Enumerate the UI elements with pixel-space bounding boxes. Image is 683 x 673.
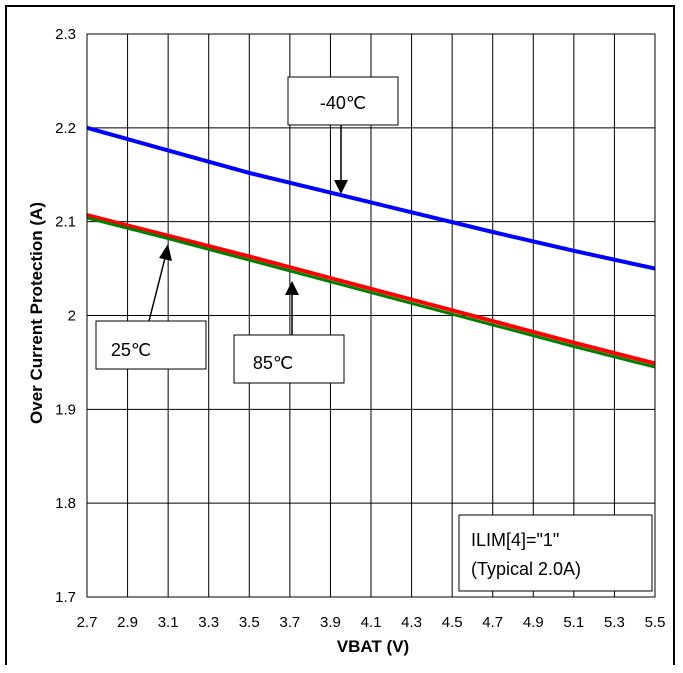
callout-label: 25℃ [111, 340, 151, 360]
callout-box [287, 76, 399, 126]
x-tick-label: 3.1 [158, 614, 179, 631]
callout-25: 25℃ [95, 244, 207, 370]
callout-arrow-head [159, 244, 172, 261]
y-tick-label: 2.3 [55, 26, 76, 43]
x-tick-label: 5.3 [604, 614, 625, 631]
x-tick-label: 3.5 [239, 614, 260, 631]
x-tick-label: 3.7 [279, 614, 300, 631]
x-tick-label: 4.5 [442, 614, 463, 631]
y-tick-label: 2.2 [55, 120, 76, 137]
y-tick-label: 2.1 [55, 214, 76, 231]
plot-border [86, 33, 656, 598]
chart-frame [5, 5, 675, 665]
x-tick-label: 5.5 [645, 614, 666, 631]
x-tick-label: 2.7 [77, 614, 98, 631]
note-line-1: ILIM[4]="1" [471, 530, 559, 550]
series-layer [86, 125, 656, 369]
callout-box [95, 320, 207, 370]
x-axis-title: VBAT (V) [337, 637, 409, 656]
x-tick-label: 4.9 [523, 614, 544, 631]
y-tick-label: 1.9 [55, 401, 76, 418]
x-tick-label: 4.3 [401, 614, 422, 631]
x-tick-label: 4.7 [482, 614, 503, 631]
callout-box [233, 334, 345, 384]
callout-arrow-head [285, 281, 299, 295]
x-tick-label: 3.9 [320, 614, 341, 631]
callout-label: -40℃ [320, 93, 366, 113]
x-tick-label: 5.1 [563, 614, 584, 631]
y-tick-labels: 1.7 1.8 1.9 2 2.1 2.2 2.3 [55, 26, 76, 606]
y-tick-label: 1.8 [55, 495, 76, 512]
x-tick-label: 4.1 [361, 614, 382, 631]
series-line [86, 216, 656, 369]
callout-label: 85℃ [253, 353, 293, 373]
y-tick-label: 1.7 [55, 589, 76, 606]
callout-arrow-line [148, 257, 166, 322]
series-line [86, 213, 656, 366]
x-tick-label: 3.3 [198, 614, 219, 631]
x-tick-label: 2.9 [117, 614, 138, 631]
callout-arrow-head [334, 180, 348, 194]
note-box: ILIM[4]="1" (Typical 2.0A) [458, 514, 653, 592]
callout-minus40: -40℃ [287, 76, 399, 194]
y-axis-title: Over Current Protection (A) [27, 202, 46, 424]
note-border [458, 514, 653, 592]
x-tick-labels: 2.7 2.9 3.1 3.3 3.5 3.7 3.9 4.1 4.3 4.5 4.7 4.9 5.1 5… [77, 614, 666, 631]
y-tick-label: 2 [68, 308, 76, 325]
series-line [86, 125, 656, 271]
callout-85: 85℃ [233, 281, 345, 384]
note-line-2: (Typical 2.0A) [471, 559, 581, 579]
